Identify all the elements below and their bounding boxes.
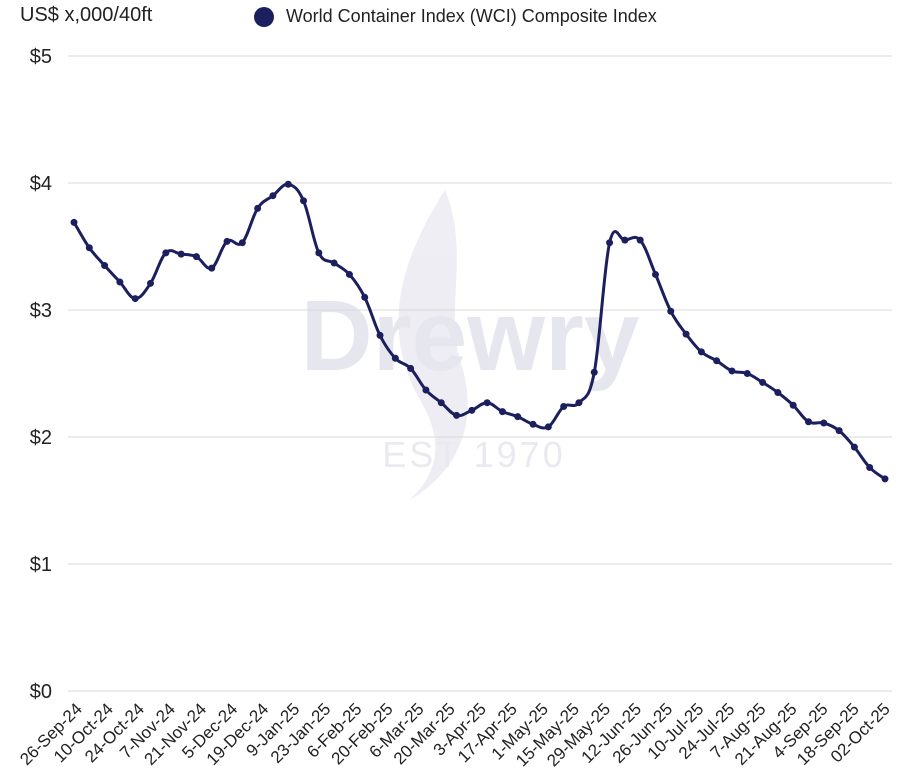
watermark-logo: Drewry: [300, 280, 639, 392]
series-wci: [70, 180, 889, 483]
legend-label: World Container Index (WCI) Composite In…: [286, 6, 657, 26]
data-point: [422, 386, 430, 394]
y-tick-label: $3: [30, 300, 52, 322]
data-point: [101, 262, 109, 270]
data-point: [254, 204, 262, 212]
data-point: [131, 295, 139, 303]
data-point: [330, 259, 338, 267]
data-point: [667, 307, 675, 315]
data-point: [621, 236, 629, 244]
data-point: [300, 197, 308, 205]
data-point: [223, 237, 231, 245]
y-tick-label: $2: [30, 427, 52, 449]
data-point: [529, 420, 537, 428]
data-point: [682, 330, 690, 338]
data-point: [544, 423, 552, 431]
y-tick-label: $5: [30, 46, 52, 68]
data-point: [636, 236, 644, 244]
data-point: [407, 364, 415, 372]
x-axis-tick-labels: 26-Sep-2410-Oct-2424-Oct-247-Nov-2421-No…: [16, 699, 894, 770]
data-point: [208, 264, 216, 272]
data-point: [116, 278, 124, 286]
data-point: [835, 427, 843, 435]
legend-marker-icon: [254, 6, 274, 27]
data-point: [391, 354, 399, 362]
data-point: [361, 293, 369, 301]
data-point: [514, 413, 522, 421]
data-point: [498, 408, 506, 416]
y-axis-label: US$ x,000/40ft: [20, 4, 153, 26]
data-point: [850, 443, 858, 451]
data-point: [743, 370, 751, 377]
data-point: [162, 249, 170, 257]
data-point: [345, 270, 353, 278]
data-point: [697, 348, 705, 356]
watermark-flame-icon: [398, 190, 468, 500]
data-point: [376, 331, 384, 339]
data-point: [651, 270, 659, 278]
data-point: [820, 419, 828, 427]
data-point: [560, 403, 568, 411]
data-point: [238, 239, 246, 247]
legend: World Container Index (WCI) Composite In…: [254, 6, 657, 27]
data-point: [606, 239, 614, 247]
data-point: [269, 192, 277, 200]
data-point: [315, 249, 323, 257]
data-point: [774, 389, 782, 397]
y-tick-label: $1: [30, 554, 52, 576]
y-tick-label: $0: [30, 681, 52, 703]
data-point: [177, 250, 185, 258]
data-point: [759, 378, 767, 386]
gridlines: [68, 55, 892, 692]
data-point: [575, 399, 583, 407]
data-point: [483, 399, 491, 407]
data-point: [437, 399, 445, 407]
data-point: [789, 401, 797, 409]
watermark-est: EST 1970: [382, 434, 565, 475]
data-point: [70, 218, 78, 226]
data-point: [453, 411, 461, 419]
data-point: [804, 418, 812, 426]
data-point: [590, 368, 598, 376]
data-point: [713, 357, 721, 365]
data-point: [881, 475, 889, 483]
data-point: [468, 406, 476, 414]
y-tick-label: $4: [30, 173, 52, 195]
watermark: Drewry EST 1970: [300, 190, 640, 500]
data-point: [147, 279, 155, 287]
data-point: [284, 180, 292, 188]
y-axis-tick-labels: $0 $1 $2 $3 $4 $5: [30, 46, 52, 703]
data-point: [192, 253, 200, 261]
data-point: [866, 463, 874, 471]
data-point: [728, 367, 736, 375]
data-point: [85, 244, 93, 252]
